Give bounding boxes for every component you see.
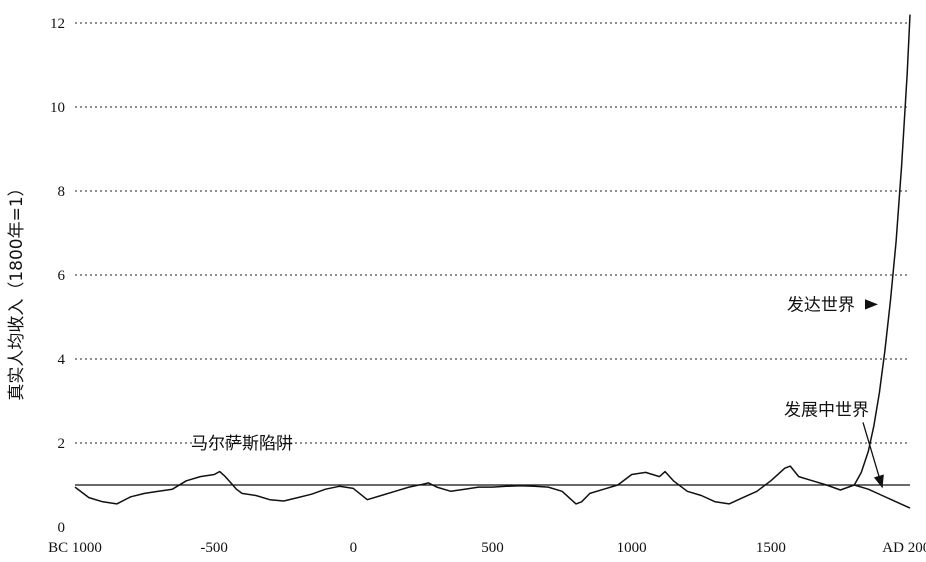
gridlines	[75, 22, 910, 444]
y-tick-label: 2	[58, 436, 66, 452]
x-tick-label: 0	[350, 540, 358, 556]
series-line-2	[854, 484, 911, 509]
x-tick-labels: BC 1000 -500 0 500 1000 1500 AD 2000	[48, 540, 926, 556]
x-tick-label: 1000	[617, 540, 647, 556]
annotation-label: 发达世界	[787, 295, 855, 315]
y-axis-label: 真实人均收入（1800年=1）	[7, 179, 27, 400]
y-tick-label: 8	[58, 184, 66, 200]
y-tick-label: 12	[50, 16, 65, 32]
x-tick-label: -500	[200, 540, 228, 556]
x-tick-label: 500	[481, 540, 504, 556]
y-tick-label: 6	[58, 268, 66, 284]
series-line-0	[74, 465, 855, 505]
y-tick-label: 0	[58, 520, 66, 536]
x-tick-label: BC 1000	[48, 540, 102, 556]
annotation-label: 马尔萨斯陷阱	[191, 434, 293, 454]
annotation-arrow	[862, 422, 884, 489]
y-tick-label: 4	[58, 352, 66, 368]
series-lines	[74, 14, 911, 509]
x-tick-label: 1500	[756, 540, 786, 556]
series-line-1	[853, 14, 911, 486]
x-tick-label: AD 2000	[882, 540, 926, 556]
annotation-label: 发展中世界	[784, 400, 869, 420]
y-tick-label: 10	[50, 100, 65, 116]
y-tick-labels: 0 2 4 6 8 10 12	[50, 16, 66, 536]
